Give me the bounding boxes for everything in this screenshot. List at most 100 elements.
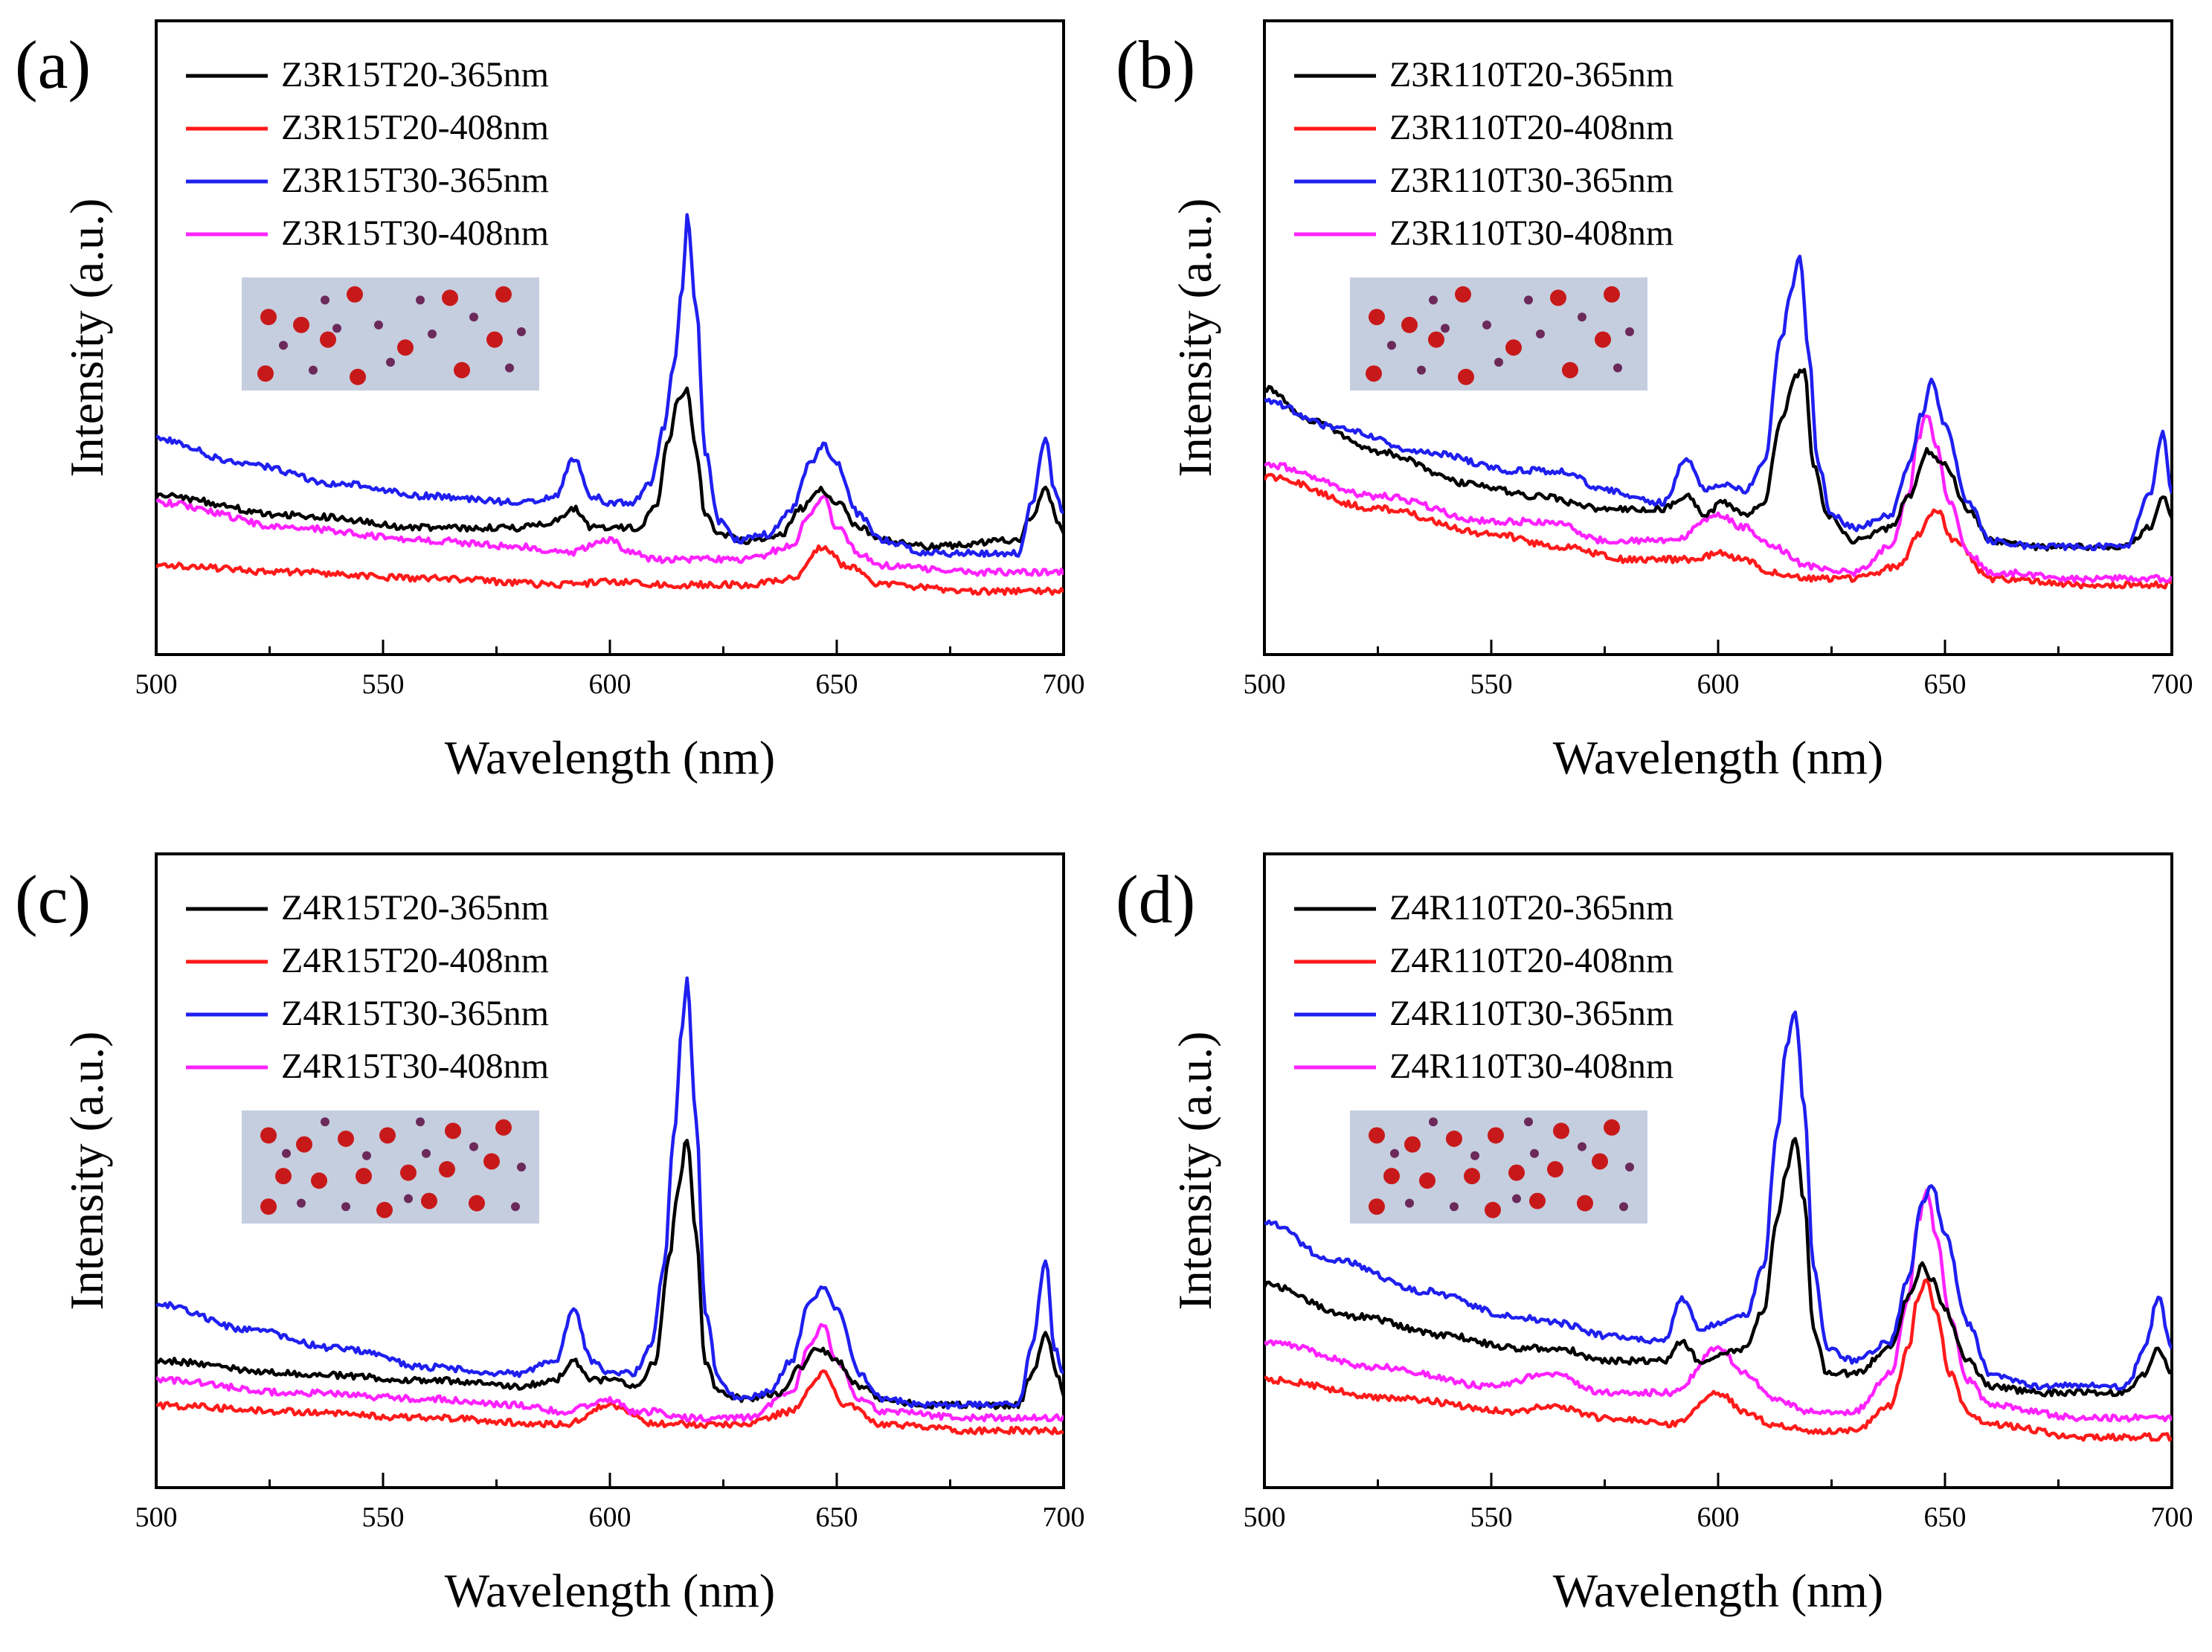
large-particle xyxy=(1488,1127,1504,1144)
large-particle xyxy=(1419,1172,1435,1189)
panel-c: 500 550 600 650 700 Wavelength (nm) Intensity … xyxy=(15,852,1085,1617)
x-tick-label: 550 xyxy=(362,1502,405,1533)
small-particle xyxy=(282,1148,291,1158)
large-particle xyxy=(1553,1122,1569,1140)
large-particle xyxy=(454,361,470,379)
small-particle xyxy=(428,330,437,338)
large-particle xyxy=(1592,1153,1608,1170)
small-particle xyxy=(1625,1163,1634,1171)
small-particle xyxy=(321,1117,329,1127)
small-particle xyxy=(297,1198,306,1208)
panel-label: (a) xyxy=(15,27,91,103)
legend-entry: Z3R110T30-365nm xyxy=(1389,161,1674,200)
large-particle xyxy=(1455,286,1471,303)
series-line-black xyxy=(1264,367,2172,552)
x-tick-label: 600 xyxy=(589,1502,631,1533)
series-line-magenta xyxy=(156,1322,1064,1423)
legend-entry: Z4R15T20-408nm xyxy=(281,941,549,980)
legend-entry: Z3R15T20-408nm xyxy=(281,108,549,147)
series-line-blue xyxy=(156,213,1064,559)
x-tick-label: 500 xyxy=(1244,1502,1286,1533)
large-particle xyxy=(350,368,366,385)
small-particle xyxy=(416,1117,425,1127)
x-tick-label: 700 xyxy=(1043,669,1085,700)
small-particle xyxy=(1390,1148,1399,1158)
small-particle xyxy=(416,295,425,305)
x-tick-label: 550 xyxy=(1470,669,1513,700)
inset-particle-schematic xyxy=(242,277,539,390)
panel-label: (d) xyxy=(1116,861,1195,937)
large-particle xyxy=(1369,309,1385,326)
series-line-blue xyxy=(156,976,1064,1410)
y-axis-title: Intensity (a.u.) xyxy=(1168,199,1221,478)
small-particle xyxy=(1450,1202,1459,1212)
large-particle xyxy=(1401,316,1418,333)
inset-particle-schematic xyxy=(1350,1111,1647,1224)
series-line-red xyxy=(1264,1278,2172,1442)
y-axis-title: Intensity (a.u.) xyxy=(60,1032,113,1311)
y-axis-title: Intensity (a.u.) xyxy=(1168,1032,1221,1311)
large-particle xyxy=(1369,1127,1385,1144)
large-particle xyxy=(1604,1119,1620,1136)
x-tick-label: 650 xyxy=(1924,1502,1967,1533)
y-axis-title: Intensity (a.u.) xyxy=(60,199,113,478)
small-particle xyxy=(404,1194,413,1203)
x-tick-label: 550 xyxy=(362,669,405,700)
legend-entry: Z4R110T20-365nm xyxy=(1389,888,1674,928)
small-particle xyxy=(1536,330,1545,338)
large-particle xyxy=(338,1131,354,1147)
x-axis-title: Wavelength (nm) xyxy=(445,731,775,784)
small-particle xyxy=(1512,1194,1521,1203)
small-particle xyxy=(1405,1198,1414,1208)
small-particle xyxy=(1482,320,1491,330)
series-line-black xyxy=(1264,1137,2172,1398)
small-particle xyxy=(469,1142,478,1151)
x-tick-label: 650 xyxy=(1924,669,1967,700)
small-particle xyxy=(386,358,395,367)
small-particle xyxy=(1625,327,1634,336)
small-particle xyxy=(1578,312,1586,322)
x-tick-label: 600 xyxy=(1697,1502,1740,1533)
large-particle xyxy=(1562,361,1578,379)
small-particle xyxy=(1619,1202,1628,1212)
large-particle xyxy=(1458,368,1474,385)
large-particle xyxy=(311,1172,327,1189)
panel-a: 500 550 600 650 700 Wavelength (nm) Intensity … xyxy=(15,19,1085,784)
small-particle xyxy=(341,1202,350,1212)
panel-d: 500 550 600 650 700 Wavelength (nm) Intensity … xyxy=(1116,852,2193,1617)
large-particle xyxy=(1577,1195,1593,1212)
legend-entry: Z3R15T20-365nm xyxy=(281,55,549,94)
large-particle xyxy=(1547,1161,1563,1178)
series-line-red xyxy=(1264,472,2172,590)
large-particle xyxy=(257,365,274,382)
x-tick-label: 500 xyxy=(135,1502,178,1533)
large-particle xyxy=(421,1192,437,1209)
large-particle xyxy=(442,289,458,306)
large-particle xyxy=(260,309,277,326)
x-tick-label: 700 xyxy=(2151,1502,2193,1533)
large-particle xyxy=(1446,1131,1462,1147)
large-particle xyxy=(275,1168,292,1185)
large-particle xyxy=(495,1119,512,1136)
small-particle xyxy=(1613,363,1622,373)
large-particle xyxy=(293,316,309,333)
large-particle xyxy=(376,1201,393,1218)
large-particle xyxy=(1595,331,1611,348)
x-axis-title: Wavelength (nm) xyxy=(445,1564,775,1617)
small-particle xyxy=(1387,341,1396,350)
x-tick-label: 650 xyxy=(816,1502,858,1533)
legend-entry: Z4R110T30-408nm xyxy=(1389,1047,1674,1086)
large-particle xyxy=(356,1168,372,1185)
small-particle xyxy=(332,324,341,333)
large-particle xyxy=(260,1198,277,1215)
large-particle xyxy=(320,331,336,348)
small-particle xyxy=(517,327,526,336)
x-tick-label: 650 xyxy=(816,669,858,700)
large-particle xyxy=(1604,286,1620,303)
small-particle xyxy=(279,341,288,350)
large-particle xyxy=(347,286,363,303)
small-particle xyxy=(505,363,514,373)
large-particle xyxy=(483,1153,500,1170)
series-line-red xyxy=(156,1369,1064,1436)
